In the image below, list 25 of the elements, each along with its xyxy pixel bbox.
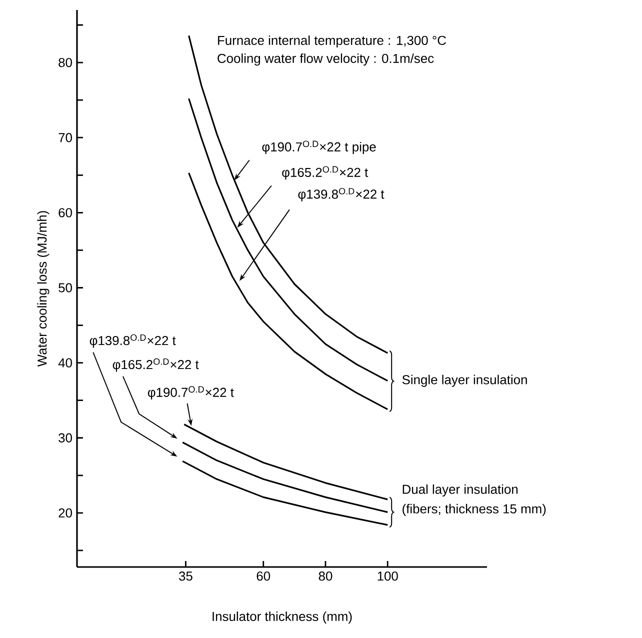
annotation: φ165.2$^{O.D}$×22 t	[282, 166, 368, 180]
x-tick-label: 80	[318, 572, 332, 581]
annotation: φ139.8$^{O.D}$×22 t	[298, 188, 384, 202]
x-tick-label: 35	[179, 572, 192, 581]
line-series	[182, 442, 388, 513]
annotation: φ190.7$^{O.D}$×22 t	[148, 386, 234, 400]
y-tick-label: 80	[58, 58, 72, 68]
annotation: φ190.7$^{O.D}$×22 t pipe	[262, 140, 376, 154]
annotation: Furnace internal temperature : 1,300 °C	[218, 35, 446, 48]
annotation: φ165.2$^{O.D}$×22 t	[112, 358, 199, 372]
y-tick-label: 70	[58, 133, 72, 142]
y-tick-label: 60	[58, 208, 72, 218]
y-tick-label: 20	[58, 508, 72, 518]
annotation: (fibers; thickness 15 mm)	[402, 504, 546, 516]
x-tick-label: 60	[256, 572, 270, 581]
annotation: Dual layer insulation	[402, 484, 518, 496]
y-axis-title: Water cooling loss (MJ/mh)	[37, 211, 50, 367]
y-tick-label: 30	[58, 433, 72, 442]
annotation: Cooling water flow velocity : 0.1m/sec	[218, 53, 434, 66]
x-tick-label: 100	[378, 572, 398, 581]
y-tick-label: 40	[58, 358, 72, 368]
annotation: φ139.8$^{O.D}$×22 t	[90, 334, 176, 348]
x-axis-title: Insulator thickness (mm)	[212, 612, 352, 624]
y-tick-label: 50	[58, 283, 72, 292]
annotation: Single layer insulation	[402, 374, 527, 387]
